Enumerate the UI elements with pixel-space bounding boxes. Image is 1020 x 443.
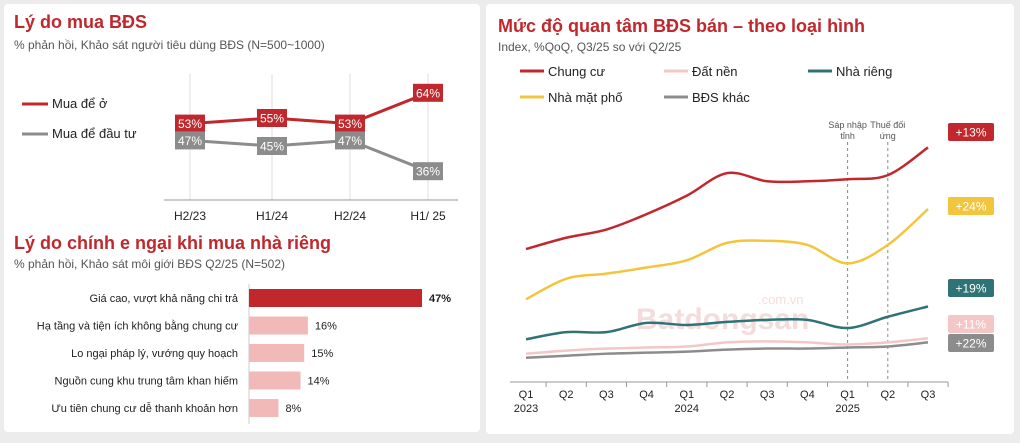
x-tick-year: 2025 [835, 403, 859, 415]
bar-value-label: 8% [285, 403, 301, 415]
x-tick-label: H1/24 [256, 209, 288, 223]
series-line-1 [189, 138, 429, 173]
bar-value-label: 15% [311, 348, 333, 360]
data-point-box [335, 114, 365, 133]
data-label: 45% [260, 140, 284, 154]
data-label: 64% [416, 86, 440, 100]
end-label-bds-khac: +22% [955, 337, 986, 351]
chart-subtitle-hesitation-reasons: % phản hồi, Khảo sát môi giới BĐS Q2/25 … [14, 257, 286, 271]
annotation-text: ứng [880, 131, 896, 141]
x-tick-label: Q2 [880, 389, 895, 401]
x-tick-label: Q1 [519, 389, 534, 401]
end-label-box-nha-rieng [948, 279, 994, 297]
series-line-bds-khac [525, 341, 929, 360]
data-label: 47% [338, 134, 362, 148]
x-tick-label: H2/24 [334, 209, 366, 223]
series-line-0 [189, 91, 429, 126]
end-label-dat-nen: +11% [956, 318, 986, 332]
x-tick-label: Q3 [921, 389, 936, 401]
data-point-box [335, 131, 365, 150]
chart-subtitle-purchase-reasons: % phản hồi, Khảo sát người tiêu dùng BĐS… [14, 38, 325, 52]
x-tick-label: Q1 [679, 389, 694, 401]
watermark-domain: .com.vn [758, 292, 804, 307]
legend-label-1: Mua để đầu tư [52, 126, 137, 141]
bar-category-label: Ưu tiên chung cư dễ thanh khoản hơn [51, 402, 238, 415]
series-line-chung-cu [525, 146, 929, 251]
x-tick-label: Q4 [800, 389, 815, 401]
annotation-text: Thuế đối [870, 120, 905, 130]
x-tick-label: Q2 [720, 389, 735, 401]
series-line-dat-nen [525, 337, 929, 355]
bar-value-label: 47% [429, 293, 451, 305]
data-label: 53% [338, 117, 362, 131]
bar [249, 399, 279, 417]
x-tick-label: Q3 [599, 389, 614, 401]
bar [249, 371, 301, 390]
x-tick-label: Q1 [840, 389, 855, 401]
legend-label-bds-khac: BĐS khác [692, 90, 750, 105]
bar [249, 344, 305, 362]
bar-value-label: 14% [308, 376, 330, 388]
x-tick-label: Q3 [760, 389, 775, 401]
data-label: 47% [178, 134, 202, 148]
legend-label-dat-nen: Đất nền [692, 64, 738, 79]
end-label-box-dat-nen [948, 315, 994, 333]
x-tick-year: 2023 [514, 403, 538, 415]
data-point-box [175, 131, 205, 150]
hesitation-reasons-bar-chart: Giá cao, vượt khả năng chi trả 47% Hạ tầng… [37, 284, 451, 424]
data-label: 36% [416, 165, 440, 179]
bar-category-label: Giá cao, vượt khả năng chi trả [90, 293, 239, 305]
x-tick-label: Q2 [559, 389, 574, 401]
end-label-chung-cu: +13% [955, 126, 986, 140]
bar-value-label: 16% [315, 321, 337, 333]
chart-title-interest-by-type: Mức độ quan tâm BĐS bán – theo loại hình [498, 16, 866, 36]
chart-title-hesitation-reasons: Lý do chính e ngại khi mua nhà riêng [14, 233, 332, 253]
end-label-box-bds-khac [948, 334, 994, 352]
purchase-reasons-line-chart: H2/23 H1/24 H2/24 H1/ 25 Mua để ở Mua để đầu … [22, 74, 458, 223]
legend-label-chung-cu: Chung cư [548, 64, 605, 79]
left-panel: Lý do mua BĐS % phản hồi, Khảo sát người… [4, 4, 480, 432]
chart-subtitle-interest-by-type: Index, %QoQ, Q3/25 so với Q2/25 [498, 40, 682, 54]
series-line-nha-rieng [525, 305, 929, 341]
bar [249, 316, 308, 335]
legend-label-0: Mua để ở [52, 96, 108, 111]
x-tick-label: H2/23 [174, 209, 206, 223]
data-point-box [413, 162, 443, 181]
x-tick-label: H1/ 25 [410, 209, 446, 223]
chart-title-purchase-reasons: Lý do mua BĐS [14, 12, 148, 32]
bar-category-label: Lo ngại pháp lý, vướng quy hoạch [71, 348, 238, 360]
annotation-text: tỉnh [840, 131, 855, 141]
series-line-nha-mat-pho [525, 208, 929, 301]
end-label-box-chung-cu [948, 123, 994, 141]
end-label-nha-mat-pho: +24% [955, 200, 986, 214]
x-tick-label: Q4 [639, 389, 654, 401]
data-point-box [257, 109, 287, 127]
data-point-box [257, 137, 287, 155]
end-label-nha-rieng: +19% [955, 282, 986, 296]
legend-label-nha-mat-pho: Nhà mặt phố [548, 90, 622, 105]
legend-label-nha-rieng: Nhà riêng [836, 64, 892, 79]
right-panel: Mức độ quan tâm BĐS bán – theo loại hình… [486, 4, 1014, 434]
bar-category-label: Hạ tầng và tiện ích không bằng chung cư [37, 320, 239, 333]
end-label-box-nha-mat-pho [948, 197, 994, 215]
data-label: 53% [178, 117, 202, 131]
bar [249, 289, 422, 307]
x-tick-year: 2024 [675, 403, 699, 415]
annotation-text: Sáp nhập [828, 120, 867, 130]
data-point-box [413, 83, 443, 102]
data-label: 55% [260, 112, 284, 126]
bar-category-label: Nguồn cung khu trung tâm khan hiếm [55, 376, 238, 388]
data-point-box [175, 114, 205, 133]
